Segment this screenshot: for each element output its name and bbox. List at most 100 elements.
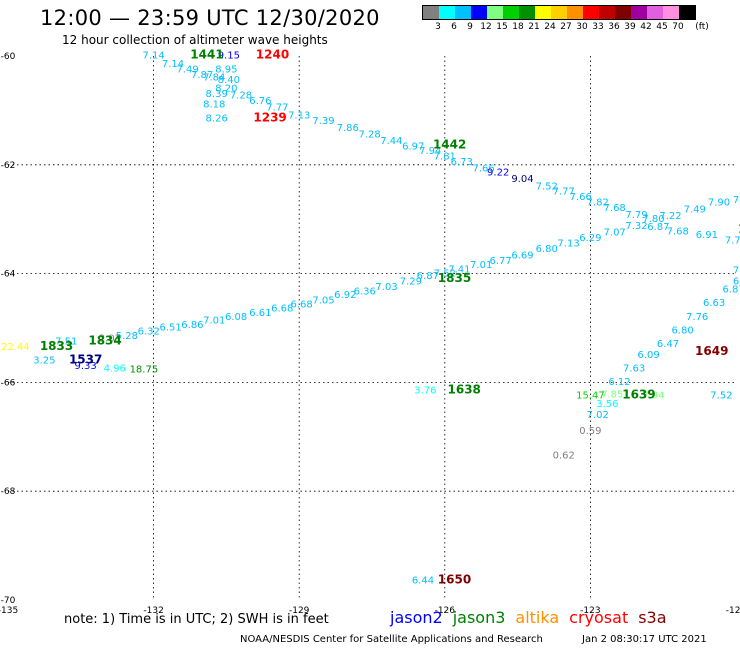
- wave-height-value: 7.66: [570, 192, 592, 203]
- legend-label: 15: [496, 22, 508, 32]
- legend-label: 27: [560, 22, 572, 32]
- wave-height-value: 7.90: [708, 198, 730, 209]
- longitude-tick-label: -129: [289, 606, 310, 616]
- wave-height-value: 6.36: [354, 286, 376, 297]
- wave-height-value: 7.02: [587, 410, 609, 421]
- wave-height-value: 7.79: [625, 210, 647, 221]
- axis-ticks: -135 -132 -129 -126 -123 -120 -60 -62 -64 -66 -68 -…: [0, 52, 740, 616]
- wave-height-value: 7.51: [55, 336, 77, 347]
- legend-label: 70: [672, 22, 684, 32]
- wave-height-value: 0.62: [553, 451, 575, 462]
- wave-height-value: 7.28: [358, 130, 380, 141]
- wave-height-value: 6.80: [671, 325, 693, 336]
- legend-swatch: [503, 6, 519, 19]
- wave-height-value: 7.01: [470, 260, 492, 271]
- wave-height-value: 7.68: [667, 226, 689, 237]
- generation-timestamp: Jan 2 08:30:17 UTC 2021: [582, 634, 707, 645]
- latitude-tick-label: -60: [1, 52, 16, 62]
- color-legend: 3 6 9 12 15 18 21 24 27 30 33 36 39 42 45 70 (ft): [422, 5, 709, 34]
- legend-color-bar: [422, 5, 696, 20]
- wave-height-value: 7.68: [604, 203, 626, 214]
- wave-height-value: 9.04: [511, 174, 533, 185]
- wave-height-value: 7.49: [176, 64, 198, 75]
- legend-label: 33: [592, 22, 604, 32]
- wave-height-value: 8.39: [206, 89, 228, 100]
- wave-height-value: 6.61: [249, 308, 271, 319]
- pass-time-label: 1442: [433, 137, 466, 151]
- wave-height-value: 6.69: [511, 250, 533, 261]
- wave-height-value: 7.77: [266, 102, 288, 113]
- wave-height-value: 7.03: [375, 282, 397, 293]
- wave-height-value: 8.26: [206, 113, 228, 124]
- wave-height-value: 7.94: [642, 391, 664, 402]
- pass-time-label: 1240: [256, 48, 289, 62]
- wave-height-value: 6.12: [608, 377, 630, 388]
- pass-time-label: 1537: [69, 352, 102, 366]
- latitude-tick-label: -66: [1, 378, 16, 388]
- legend-swatch: [583, 6, 599, 19]
- wave-height-value: 22.44: [1, 342, 30, 353]
- legend-label: 39: [624, 22, 636, 32]
- legend-swatch: [471, 6, 487, 19]
- wave-height-value: 7.52: [434, 268, 456, 279]
- pass-time-label: 1650: [438, 573, 471, 587]
- legend-label: 30: [576, 22, 588, 32]
- legend-swatch: [423, 6, 439, 19]
- wave-height-value: 9.22: [487, 168, 509, 179]
- wave-height-value: 7.63: [623, 364, 645, 375]
- legend-swatch: [519, 6, 535, 19]
- wave-height-values: 7.14 9.157.147.49 8.957.877.848.408.208.39…: [1, 51, 740, 587]
- latitude-tick-label: -68: [1, 487, 16, 497]
- map-title: 12:00 — 23:59 UTC 12/30/2020: [40, 6, 380, 30]
- wave-height-value: 7.07: [604, 228, 626, 239]
- wave-height-value: 6.87: [722, 285, 740, 296]
- legend-swatch: [615, 6, 631, 19]
- legend-swatch: [439, 6, 455, 19]
- wave-height-value: 6.87: [647, 222, 669, 233]
- wave-height-value: 7.22: [659, 211, 681, 222]
- legend-label: 45: [656, 22, 668, 32]
- pass-time-label: 1649: [695, 344, 728, 358]
- legend-swatch: [679, 6, 695, 19]
- longitude-tick-label: -123: [580, 606, 600, 616]
- legend-label: 36: [608, 22, 620, 32]
- wave-height-value: 15.47: [576, 391, 605, 402]
- pass-time-label: 1833: [40, 339, 73, 353]
- wave-height-value: 7.28: [230, 90, 252, 101]
- wave-height-value: 6.09: [638, 350, 660, 361]
- longitude-tick-label: -126: [435, 606, 456, 616]
- wave-height-value: 6.29: [579, 233, 601, 244]
- satellite-legend-item: jason2: [390, 608, 443, 627]
- legend-label: 24: [544, 22, 556, 32]
- wave-height-value: 6.44: [412, 576, 434, 587]
- wave-height-value: 7.66: [472, 163, 494, 174]
- legend-label: 42: [640, 22, 652, 32]
- legend-label: 12: [480, 22, 492, 32]
- wave-height-value: 7.77: [553, 187, 575, 198]
- wave-height-value: 9.33: [75, 361, 97, 372]
- longitude-tick-label: -120: [726, 606, 740, 616]
- satellite-legend-item: jason3: [452, 608, 506, 627]
- wave-height-value: 5.28: [116, 331, 138, 342]
- map-subtitle: 12 hour collection of altimeter wave hei…: [62, 33, 328, 47]
- wave-height-value: 7.52: [710, 391, 732, 402]
- legend-unit: (ft): [695, 22, 709, 32]
- wave-height-value: 2.03: [99, 334, 121, 345]
- longitude-tick-label: -132: [143, 606, 163, 616]
- longitude-tick-label: -135: [0, 606, 18, 616]
- wave-height-value: 8.95: [215, 64, 237, 75]
- wave-height-value: 6.80: [536, 244, 558, 255]
- wave-height-value: 7.13: [288, 111, 310, 122]
- wave-height-value: 7.76: [686, 312, 708, 323]
- wave-height-value: 3.56: [596, 399, 618, 410]
- satellite-legend-item: altika: [515, 608, 560, 627]
- legend-swatch: [599, 6, 615, 19]
- pass-time-labels: 1441 1240 1239 1442 1835 1833 1834 1537 1638 1639…: [40, 48, 740, 587]
- wave-height-value: 3.25: [33, 355, 55, 366]
- wave-height-value: 7.01: [203, 316, 225, 327]
- legend-swatch: [455, 6, 471, 19]
- wave-height-value: 7.49: [684, 205, 706, 216]
- pass-time-label: 1639: [622, 388, 655, 402]
- wave-height-value: 7.85: [601, 390, 623, 401]
